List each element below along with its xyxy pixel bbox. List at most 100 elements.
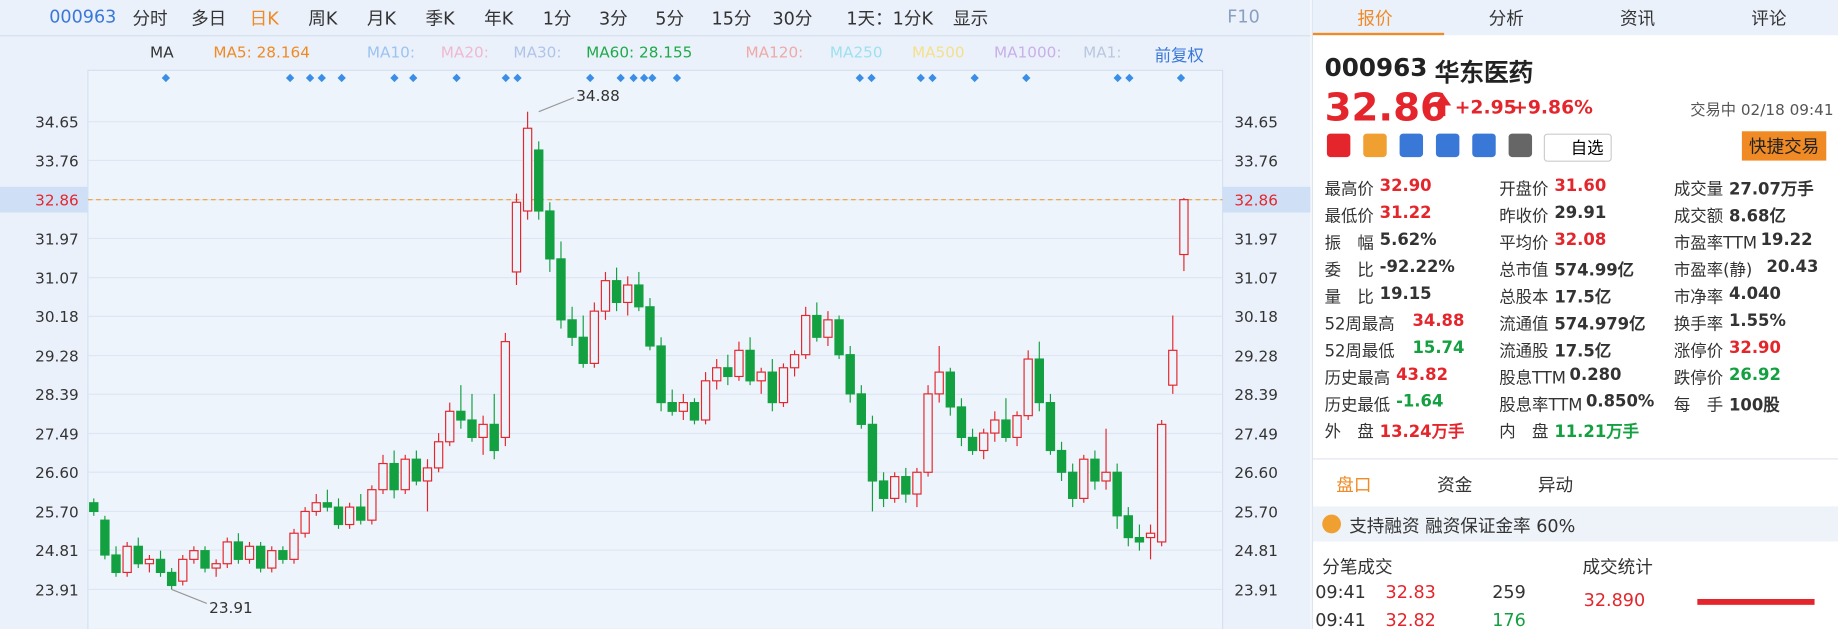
period-tab[interactable]: 30分 [772, 8, 813, 30]
period-tab[interactable]: 1分 [542, 8, 572, 30]
period-tab[interactable]: 年K [484, 8, 514, 30]
candle-body [856, 393, 867, 425]
quote-tab[interactable]: 评论 [1751, 8, 1787, 30]
candle-body [767, 371, 778, 404]
quote-label: 52周最高 [1324, 315, 1395, 335]
ma-label[interactable]: MA1: [1083, 44, 1122, 63]
ma-label[interactable]: MA10: [366, 44, 415, 63]
candle-body [1112, 471, 1122, 517]
f10-button[interactable]: F10 [1227, 5, 1260, 27]
panel-tab[interactable]: 异动 [1537, 474, 1574, 496]
candle-body [122, 545, 132, 574]
quote-value: 19.15 [1379, 284, 1432, 304]
candle-body [178, 558, 188, 582]
quote-label: 平均价 [1499, 234, 1549, 254]
candle-body [1034, 358, 1044, 404]
code: 000963 [1324, 53, 1428, 83]
quote-tab[interactable]: 资讯 [1619, 8, 1656, 30]
quote-value: 32.90 [1379, 177, 1432, 196]
candle-body [378, 462, 388, 491]
quote-value: 32.08 [1554, 230, 1607, 250]
quote-label: 外 盘 [1324, 423, 1374, 442]
ma-label[interactable]: MA1000: [994, 44, 1062, 63]
fav-button[interactable]: 自选 [1543, 133, 1612, 162]
candle-body [545, 210, 555, 260]
trade-price: 32.83 [1385, 581, 1436, 603]
quote-label: 内 盘 [1499, 423, 1549, 442]
trade-price: 32.82 [1385, 609, 1436, 629]
quote-tab[interactable]: 报价 [1357, 8, 1393, 30]
panel-tab[interactable]: 资金 [1437, 474, 1473, 496]
panel-tab[interactable]: 盘口 [1336, 474, 1372, 496]
quick-icon[interactable] [1472, 133, 1496, 158]
event-marker [867, 73, 876, 83]
price: 32.86 [1324, 84, 1447, 131]
quick-icon[interactable] [1508, 133, 1533, 158]
candle-body [578, 336, 588, 364]
candle-body [734, 349, 744, 378]
quick-icon[interactable] [1363, 133, 1387, 158]
y-tick-label: 34.65 [35, 114, 79, 132]
ma-label[interactable]: MA500 [911, 44, 965, 63]
quote-label: 股息率TTM [1499, 396, 1583, 415]
quote-value: 19.22 [1760, 230, 1813, 250]
candle-body [812, 314, 822, 338]
ma-label[interactable]: MA120: [745, 44, 804, 63]
ma-label[interactable]: MA5: 28.164 [213, 44, 310, 63]
period-tab[interactable]: 分时 [132, 8, 168, 30]
adjust-select[interactable]: 前复权 [1154, 46, 1204, 66]
event-marker [616, 73, 625, 83]
period-tab[interactable]: 周K [308, 8, 338, 30]
y-tick-label: 31.97 [35, 230, 79, 248]
annotation: 34.88 [576, 87, 620, 105]
period-tab[interactable]: 季K [425, 8, 455, 30]
stats-title: 成交统计 [1582, 556, 1653, 578]
candle-body [500, 341, 511, 439]
y-tick-label-right: 31.97 [1234, 230, 1278, 248]
toolbar: 000963 分时 多日 日K 周K 月K 季K 年K 1分 3分 5分 15分 30分 1天：1分K 显示… [0, 0, 1311, 37]
event-marker [928, 73, 937, 83]
candle-body [1168, 349, 1178, 386]
margin-icon [1322, 514, 1341, 534]
y-tick-label-right: 33.76 [1234, 152, 1278, 170]
quote-value: -92.22% [1379, 257, 1455, 277]
quick-icon[interactable] [1326, 133, 1351, 158]
candle-body [367, 489, 377, 521]
quote-label: 最高价 [1324, 180, 1374, 200]
period-tab[interactable]: 5分 [655, 8, 685, 30]
ma-label[interactable]: MA [150, 44, 174, 63]
candle-body [144, 558, 155, 565]
quote-label: 总股本 [1499, 288, 1549, 308]
candle-body [389, 462, 399, 491]
ma-label[interactable]: MA60: 28.155 [586, 44, 693, 63]
candle-body [934, 371, 944, 395]
quote-value: 4.040 [1728, 284, 1781, 304]
candle-body [756, 371, 766, 382]
trade-button[interactable]: 快捷交易 [1741, 131, 1827, 161]
candle-body [823, 319, 833, 338]
period-select[interactable]: 1天：1分K [846, 8, 933, 30]
candle-body [1134, 536, 1145, 543]
quote-value: 13.24万手 [1379, 423, 1465, 442]
y-tick-label-right: 23.91 [1234, 581, 1278, 599]
period-tab[interactable]: 3分 [598, 8, 628, 30]
candle-body [634, 284, 644, 308]
quote-value: 11.21万手 [1554, 423, 1640, 442]
ma-label[interactable]: MA20: [440, 44, 489, 63]
quote-label: 量 比 [1324, 288, 1374, 308]
name: 华东医药 [1434, 58, 1534, 87]
quick-icon[interactable] [1399, 133, 1424, 158]
candle-body [467, 419, 477, 439]
candle-body [356, 506, 366, 521]
period-tab[interactable]: 日K [249, 8, 279, 30]
period-tab[interactable]: 15分 [711, 8, 752, 30]
ma-label[interactable]: MA30: [513, 44, 562, 63]
ma-label[interactable]: MA250 [829, 44, 883, 63]
quote-tab[interactable]: 分析 [1488, 8, 1524, 30]
y-tick-label: 30.18 [35, 308, 79, 326]
period-tab[interactable]: 多日 [191, 8, 227, 30]
period-tab[interactable]: 月K [366, 8, 397, 30]
quick-icon[interactable] [1435, 133, 1460, 158]
display-select[interactable]: 显示 [952, 8, 989, 30]
pct: +9.86% [1512, 96, 1593, 119]
